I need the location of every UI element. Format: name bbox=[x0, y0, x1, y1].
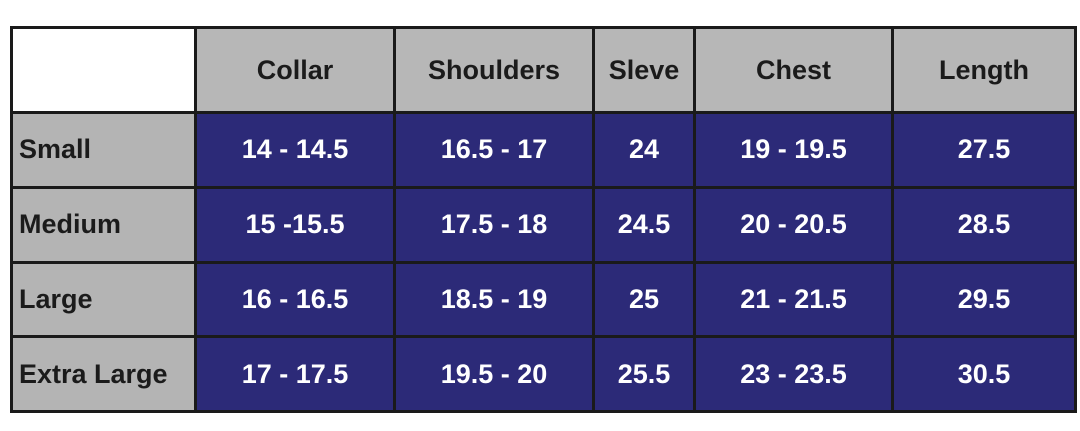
column-header-collar: Collar bbox=[194, 26, 396, 114]
table-cell: 24 bbox=[592, 111, 696, 189]
table-cell: 15 -15.5 bbox=[194, 185, 396, 264]
table-cell: 21 - 21.5 bbox=[693, 260, 894, 339]
table-row: Extra Large 17 - 17.5 19.5 - 20 25.5 23 … bbox=[10, 335, 1077, 413]
table-cell: 16.5 - 17 bbox=[393, 111, 595, 189]
table-cell: 16 - 16.5 bbox=[194, 260, 396, 339]
column-header-chest: Chest bbox=[693, 26, 894, 114]
table-cell: 17 - 17.5 bbox=[194, 335, 396, 413]
column-header-shoulders: Shoulders bbox=[393, 26, 595, 114]
row-header-extra-large: Extra Large bbox=[10, 335, 197, 413]
table-cell: 25.5 bbox=[592, 335, 696, 413]
table-cell: 23 - 23.5 bbox=[693, 335, 894, 413]
table-cell: 27.5 bbox=[891, 111, 1077, 189]
row-header-medium: Medium bbox=[10, 185, 197, 264]
table-cell: 28.5 bbox=[891, 185, 1077, 264]
row-header-large: Large bbox=[10, 260, 197, 339]
table-cell: 19 - 19.5 bbox=[693, 111, 894, 189]
table-row: Large 16 - 16.5 18.5 - 19 25 21 - 21.5 2… bbox=[10, 260, 1077, 339]
table-cell: 30.5 bbox=[891, 335, 1077, 413]
size-chart-container: Collar Shoulders Sleve Chest Length Smal… bbox=[10, 26, 1077, 413]
row-header-small: Small bbox=[10, 111, 197, 189]
column-header-sleve: Sleve bbox=[592, 26, 696, 114]
table-cell: 19.5 - 20 bbox=[393, 335, 595, 413]
size-chart-table: Collar Shoulders Sleve Chest Length Smal… bbox=[10, 26, 1077, 413]
table-row: Small 14 - 14.5 16.5 - 17 24 19 - 19.5 2… bbox=[10, 111, 1077, 189]
corner-cell bbox=[10, 26, 197, 114]
header-row: Collar Shoulders Sleve Chest Length bbox=[10, 26, 1077, 114]
table-cell: 18.5 - 19 bbox=[393, 260, 595, 339]
table-cell: 29.5 bbox=[891, 260, 1077, 339]
table-cell: 20 - 20.5 bbox=[693, 185, 894, 264]
table-cell: 24.5 bbox=[592, 185, 696, 264]
table-cell: 17.5 - 18 bbox=[393, 185, 595, 264]
table-row: Medium 15 -15.5 17.5 - 18 24.5 20 - 20.5… bbox=[10, 185, 1077, 264]
column-header-length: Length bbox=[891, 26, 1077, 114]
table-cell: 25 bbox=[592, 260, 696, 339]
table-cell: 14 - 14.5 bbox=[194, 111, 396, 189]
